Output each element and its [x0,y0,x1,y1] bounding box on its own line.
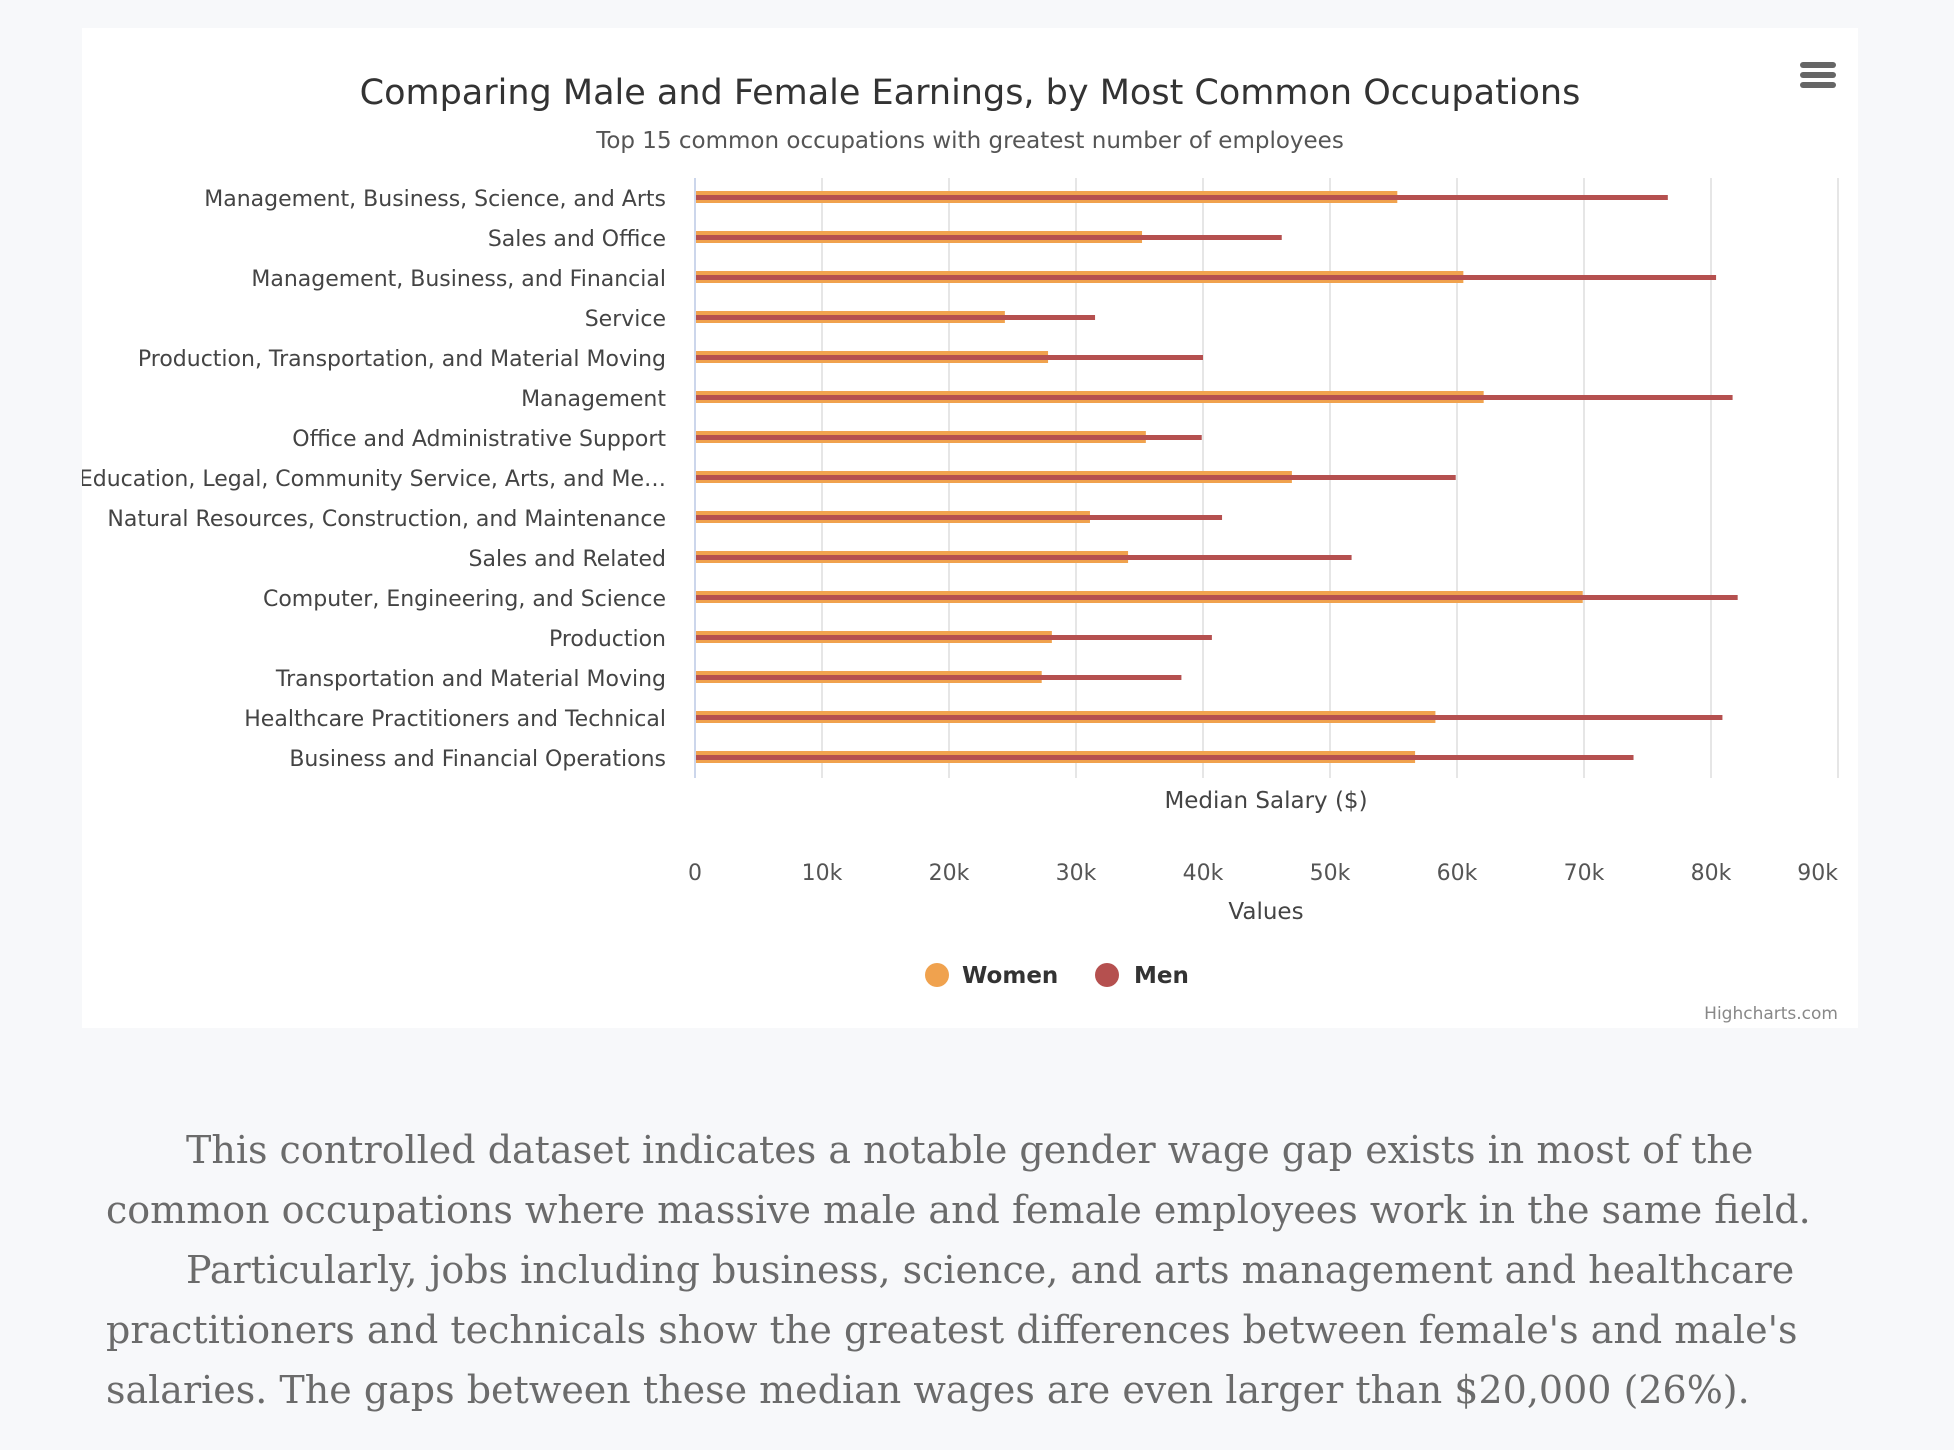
bar-men[interactable] [695,715,1723,720]
category-label: Production, Transportation, and Material… [138,347,666,372]
y-axis-title: Median Salary ($) [1164,788,1367,814]
bar-men[interactable] [695,675,1182,680]
bars [695,191,1738,763]
bar-men[interactable] [695,235,1282,240]
chart-title: Comparing Male and Female Earnings, by M… [360,73,1581,113]
x-tick-label: 80k [1691,861,1732,886]
x-tick-label: 20k [929,861,970,886]
category-labels: Management, Business, Science, and Arts S… [82,187,666,772]
x-tick-label: 40k [1183,861,1224,886]
menu-icon-bar [1800,82,1836,88]
bar-men[interactable] [695,635,1212,640]
bar-men[interactable] [695,515,1223,520]
bar-men[interactable] [695,355,1203,360]
category-label: Business and Financial Operations [289,747,666,772]
category-label: Service [585,307,666,332]
paragraph: Particularly, jobs including business, s… [106,1248,1798,1412]
x-tick-label: 30k [1056,861,1097,886]
credits-link[interactable]: Highcharts.com [1704,1004,1838,1024]
chart-menu-button[interactable] [1794,52,1842,96]
bar-men[interactable] [695,595,1738,600]
category-label: Office and Administrative Support [292,427,666,452]
article-text: This controlled dataset indicates a nota… [106,1120,1866,1420]
x-tick-label: 10k [802,861,843,886]
category-label: Management, Business, and Financial [251,267,666,292]
legend-marker[interactable] [925,963,949,987]
bar-men[interactable] [695,555,1352,560]
chart-subtitle: Top 15 common occupations with greatest … [595,128,1344,154]
category-label: Production [549,627,666,652]
x-tick-label: 0 [688,861,702,886]
x-axis-title: Values [1228,899,1303,925]
bar-men[interactable] [695,275,1717,280]
bar-men[interactable] [695,435,1202,440]
bar-men[interactable] [695,755,1634,760]
legend-marker[interactable] [1095,963,1119,987]
category-label: Computer, Engineering, and Science [263,587,666,612]
category-label: Sales and Related [469,547,666,572]
paragraph: This controlled dataset indicates a nota… [106,1128,1811,1232]
menu-icon-bar [1800,62,1836,68]
menu-icon-bar [1800,72,1836,78]
category-label: Management, Business, Science, and Arts [204,187,666,212]
bar-men[interactable] [695,475,1456,480]
category-label: Sales and Office [488,227,666,252]
x-tick-label: 70k [1564,861,1605,886]
category-label: Healthcare Practitioners and Technical [244,707,666,732]
bar-men[interactable] [695,195,1668,200]
category-label: Education, Legal, Community Service, Art… [82,467,666,492]
legend: Women Men [925,963,1189,989]
x-tick-label: 90k [1797,861,1838,886]
category-label: Natural Resources, Construction, and Mai… [107,507,666,532]
category-label: Transportation and Material Moving [275,667,666,692]
bar-men[interactable] [695,315,1096,320]
bar-men[interactable] [695,395,1733,400]
x-axis-ticks: 0 10k 20k 30k 40k 50k 60k 70k 80k 90k [688,861,1838,886]
bar-chart: Comparing Male and Female Earnings, by M… [82,73,1839,1024]
legend-label[interactable]: Women [962,963,1058,989]
x-tick-label: 60k [1437,861,1478,886]
chart-container: Comparing Male and Female Earnings, by M… [82,28,1858,1028]
x-tick-label: 50k [1310,861,1351,886]
category-label: Management [521,387,666,412]
legend-label[interactable]: Men [1134,963,1189,989]
